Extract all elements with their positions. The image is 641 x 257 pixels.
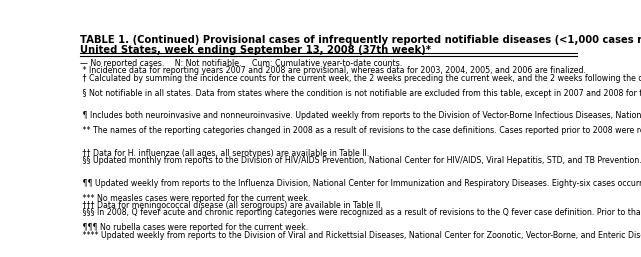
Text: § Not notifiable in all states. Data from states where the condition is not noti: § Not notifiable in all states. Data fro… <box>80 89 641 98</box>
Text: ¶¶¶ No rubella cases were reported for the current week.: ¶¶¶ No rubella cases were reported for t… <box>80 223 308 232</box>
Text: †† Data for H. influenzae (all ages, all serotypes) are available in Table II.: †† Data for H. influenzae (all ages, all… <box>80 149 369 158</box>
Text: ¶¶ Updated weekly from reports to the Influenza Division, National Center for Im: ¶¶ Updated weekly from reports to the In… <box>80 179 641 188</box>
Text: TABLE 1. (Continued) Provisional cases of infrequently reported notifiable disea: TABLE 1. (Continued) Provisional cases o… <box>80 35 641 45</box>
Text: † Calculated by summing the incidence counts for the current week, the 2 weeks p: † Calculated by summing the incidence co… <box>80 74 641 83</box>
Text: — No reported cases.  N: Not notifiable.  Cum: Cumulative year-to-date counts.: — No reported cases. N: Not notifiable. … <box>80 59 403 68</box>
Text: United States, week ending September 13, 2008 (37th week)*: United States, week ending September 13,… <box>80 45 431 55</box>
Text: §§§ In 2008, Q fever acute and chronic reporting categories were recognized as a: §§§ In 2008, Q fever acute and chronic r… <box>80 208 641 217</box>
Text: **** Updated weekly from reports to the Division of Viral and Rickettsial Diseas: **** Updated weekly from reports to the … <box>80 231 641 240</box>
Text: ** The names of the reporting categories changed in 2008 as a result of revision: ** The names of the reporting categories… <box>80 126 641 135</box>
Text: * Incidence data for reporting years 2007 and 2008 are provisional, whereas data: * Incidence data for reporting years 200… <box>80 66 586 75</box>
Text: *** No measles cases were reported for the current week.: *** No measles cases were reported for t… <box>80 194 310 203</box>
Text: ††† Data for meningococcal disease (all serogroups) are available in Table II.: ††† Data for meningococcal disease (all … <box>80 201 383 210</box>
Text: ¶ Includes both neuroinvasive and nonneuroinvasive. Updated weekly from reports : ¶ Includes both neuroinvasive and nonneu… <box>80 111 641 120</box>
Text: §§ Updated monthly from reports to the Division of HIV/AIDS Prevention, National: §§ Updated monthly from reports to the D… <box>80 156 641 165</box>
